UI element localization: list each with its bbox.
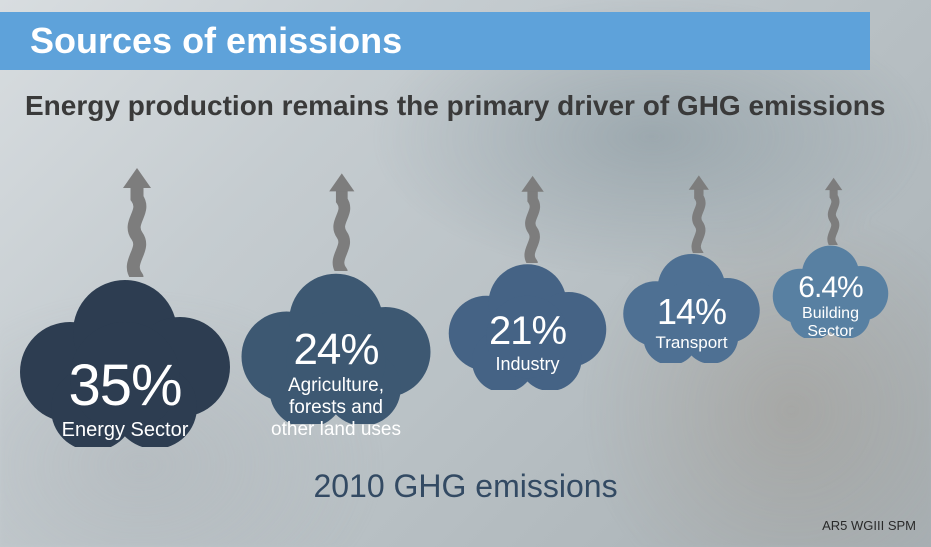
emission-cloud: 14%Transport	[620, 239, 763, 363]
subtitle: Energy production remains the primary dr…	[25, 90, 885, 122]
emission-cloud: 24%Agriculture,forests andother land use…	[237, 253, 435, 424]
emission-cloud: 35%Energy Sector	[15, 257, 235, 447]
emission-cloud: 6.4%BuildingSector	[770, 233, 891, 338]
emission-cloud: 21%Industry	[445, 247, 610, 390]
emissions-cloud-row: 35%Energy Sector 24%Agriculture,forests …	[0, 165, 931, 475]
source-citation: AR5 WGIII SPM	[822, 518, 916, 533]
header-bar: Sources of emissions	[0, 12, 870, 70]
chart-footer-title: 2010 GHG emissions	[313, 468, 617, 505]
page-title: Sources of emissions	[30, 20, 402, 62]
